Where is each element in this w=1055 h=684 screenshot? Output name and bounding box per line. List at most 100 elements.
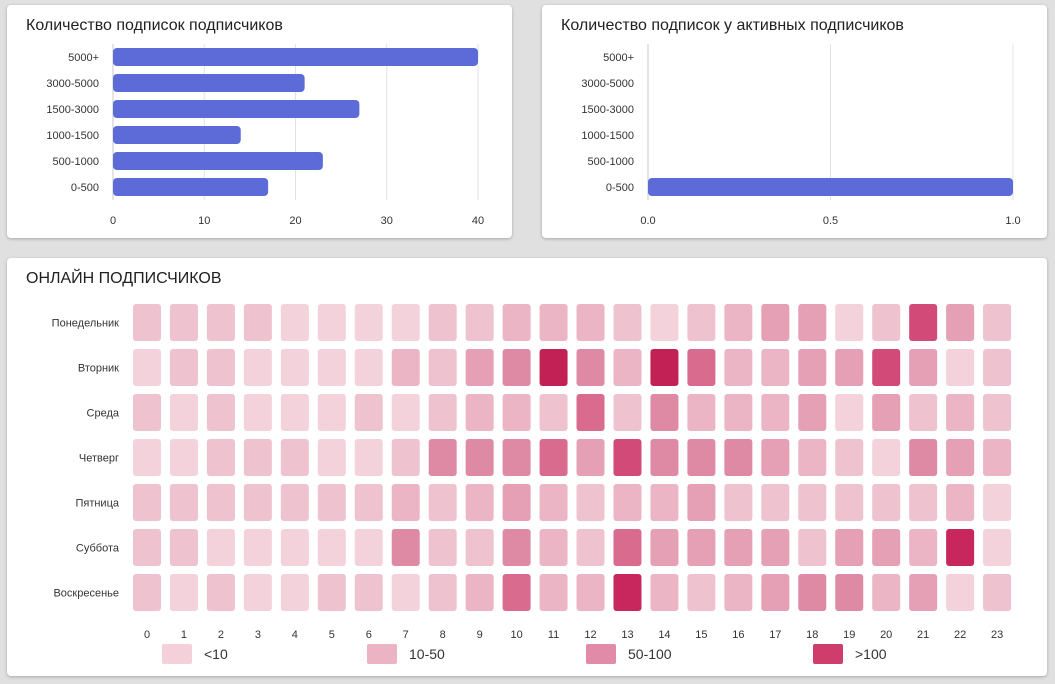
heatmap-cell	[206, 574, 235, 611]
heatmap-cell	[391, 484, 420, 521]
heatmap-cell	[169, 484, 198, 521]
heatmap-cell	[465, 484, 494, 521]
online-heatmap-title: ОНЛАЙН ПОДПИСЧИКОВ	[26, 270, 222, 287]
heatmap-cell	[983, 394, 1012, 431]
heatmap-cell	[354, 349, 383, 386]
y-category-label: 5000+	[68, 52, 99, 64]
active-subscriptions-bar-chart: 0.0 0.5 1.0 5000+ 3000-5000 1500-3000 1000-150…	[581, 44, 1021, 227]
legend-swatch	[367, 644, 397, 664]
heatmap-cell	[317, 439, 346, 476]
heatmap-cell	[761, 484, 790, 521]
hour-label: 7	[403, 629, 409, 641]
hour-label: 22	[954, 629, 966, 641]
heatmap-cell	[391, 349, 420, 386]
heatmap-cell	[502, 529, 531, 566]
bar	[113, 178, 269, 196]
heatmap-cell	[539, 394, 568, 431]
heatmap-cell	[650, 484, 679, 521]
heatmap-cell	[280, 484, 309, 521]
y-category-label: 5000+	[603, 52, 634, 64]
hour-label: 13	[621, 629, 633, 641]
bar	[113, 48, 478, 66]
heatmap-cell	[502, 304, 531, 341]
heatmap-cell	[133, 574, 161, 611]
heatmap-cell	[428, 349, 457, 386]
heatmap-cell	[909, 529, 938, 566]
heatmap-cell	[613, 484, 642, 521]
hour-label: 1	[181, 629, 187, 641]
heatmap-cell	[317, 304, 346, 341]
heatmap-cell	[687, 439, 716, 476]
heatmap-cell	[280, 349, 309, 386]
heatmap-cell	[243, 304, 272, 341]
heatmap-cell	[206, 304, 235, 341]
heatmap-cell	[465, 439, 494, 476]
heatmap-cell	[909, 394, 938, 431]
y-category-label: 3000-5000	[46, 78, 99, 90]
heatmap-cell	[724, 304, 753, 341]
heatmap-cell	[576, 304, 605, 341]
heatmap-cell	[909, 574, 938, 611]
heatmap-cell	[391, 394, 420, 431]
hour-label: 5	[329, 629, 335, 641]
y-category-label: 500-1000	[588, 156, 635, 168]
heatmap-cell	[169, 304, 198, 341]
heatmap-cell	[243, 349, 272, 386]
heatmap-cell	[317, 394, 346, 431]
heatmap-cell	[650, 394, 679, 431]
hour-label: 21	[917, 629, 929, 641]
heatmap-cell	[761, 394, 790, 431]
heatmap-cell	[983, 574, 1012, 611]
y-category-label: 3000-5000	[581, 78, 634, 90]
heatmap-cell	[502, 574, 531, 611]
heatmap-cell	[428, 574, 457, 611]
heatmap-cell	[317, 529, 346, 566]
bar	[113, 100, 360, 118]
heatmap-cell	[835, 349, 864, 386]
heatmap-cell	[835, 304, 864, 341]
heatmap-cell	[761, 574, 790, 611]
heatmap-cell	[909, 439, 938, 476]
heatmap-cell	[724, 349, 753, 386]
heatmap-cell	[133, 439, 161, 476]
heatmap-cell	[576, 349, 605, 386]
hour-label: 16	[732, 629, 744, 641]
subscriptions-bar-chart: 0 10 20 30 40 5000+ 3000-5000 1500-3000 1000-150…	[46, 44, 484, 227]
y-category-label: 0-500	[606, 182, 634, 194]
heatmap-cell	[206, 439, 235, 476]
heatmap-cell	[909, 304, 938, 341]
heatmap-cell	[798, 304, 827, 341]
heatmap-cell	[909, 484, 938, 521]
heatmap-cell	[613, 304, 642, 341]
heatmap-cell	[354, 484, 383, 521]
heatmap-cell	[133, 394, 161, 431]
heatmap-cell	[243, 394, 272, 431]
active-subscriptions-chart-title: Количество подписок у активных подписчик…	[561, 17, 904, 34]
heatmap-cell	[243, 484, 272, 521]
x-tick-label: 20	[289, 215, 301, 227]
heatmap-cell	[502, 484, 531, 521]
heatmap-cell	[983, 529, 1012, 566]
heatmap-cell	[354, 394, 383, 431]
heatmap-cell	[243, 574, 272, 611]
x-tick-label: 40	[472, 215, 484, 227]
x-tick-label: 10	[198, 215, 210, 227]
heatmap-cell	[835, 439, 864, 476]
heatmap-cell	[280, 529, 309, 566]
heatmap-cell	[946, 349, 975, 386]
heatmap-cell	[798, 529, 827, 566]
legend-label: <10	[204, 646, 228, 662]
heatmap-cell	[428, 439, 457, 476]
heatmap-cell	[687, 349, 716, 386]
hour-label: 23	[991, 629, 1003, 641]
heatmap-cell	[613, 394, 642, 431]
heatmap-cell	[872, 574, 901, 611]
heatmap-cell	[243, 529, 272, 566]
y-category-label: 0-500	[71, 182, 99, 194]
heatmap-cell	[133, 484, 161, 521]
heatmap-cell	[872, 484, 901, 521]
heatmap-cell	[169, 394, 198, 431]
heatmap-cell	[983, 304, 1012, 341]
heatmap-cell	[576, 574, 605, 611]
hour-label: 11	[548, 629, 559, 641]
